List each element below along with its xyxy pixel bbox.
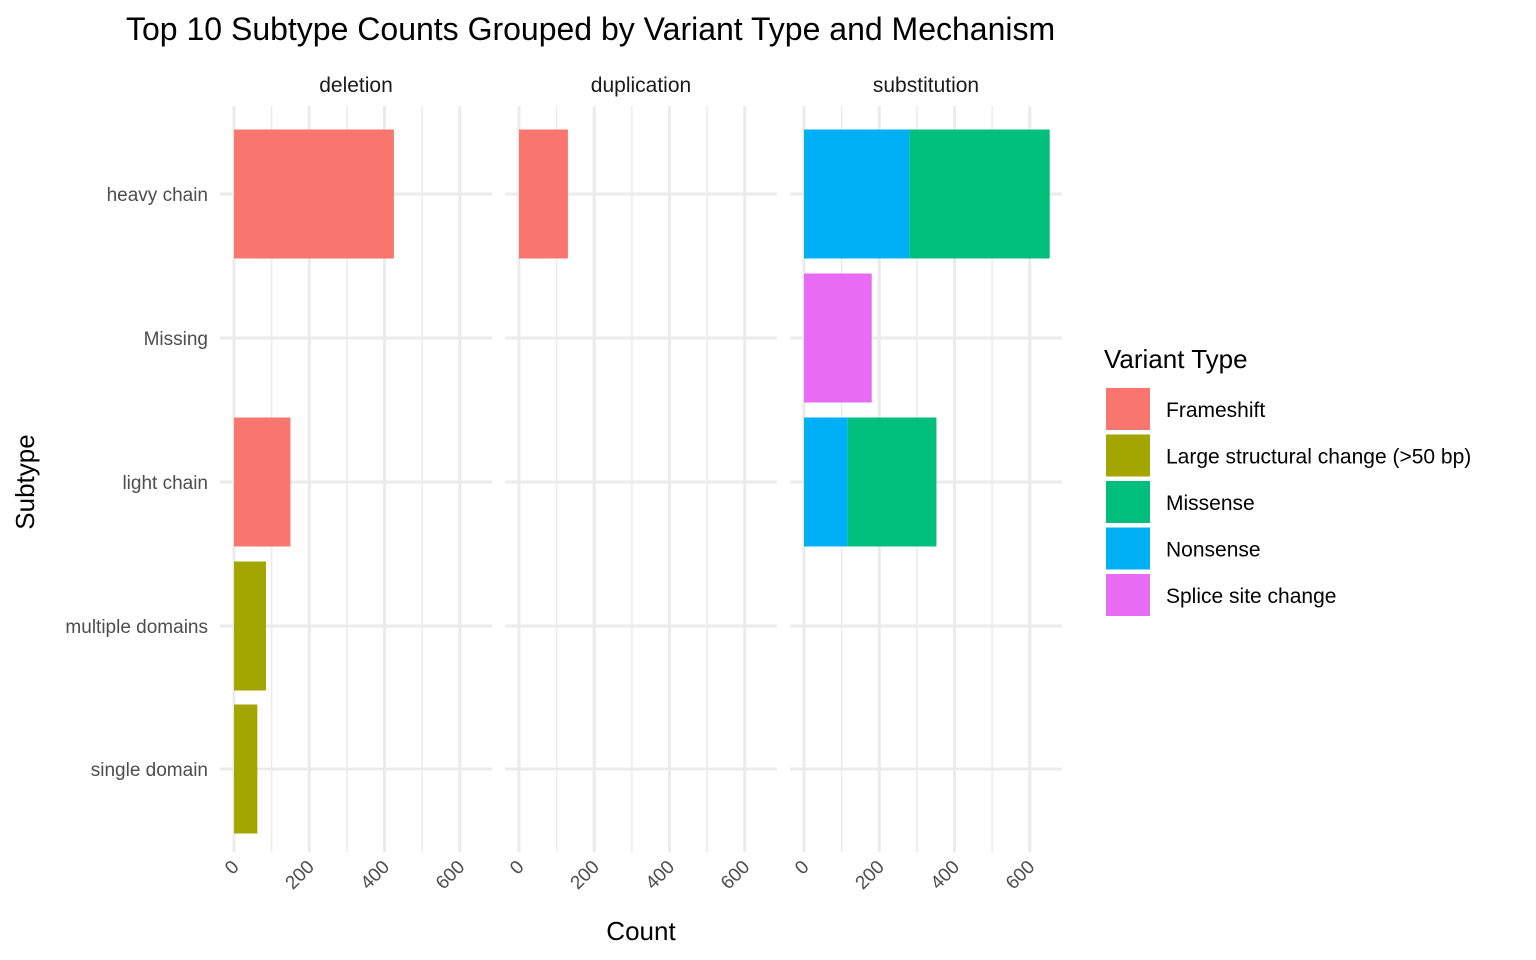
facet-strip-label: duplication [591,74,691,97]
y-tick-label: light chain [122,473,208,494]
bar-segment [909,129,1050,259]
y-tick-label: Missing [144,329,208,350]
y-tick-label: single domain [91,760,208,781]
legend-entry-label: Nonsense [1166,539,1261,562]
bar-segment [847,417,937,547]
bar-segment [804,273,872,403]
facet-strip-label: substitution [873,74,979,97]
legend-key-swatch [1106,388,1150,430]
chart-title: Top 10 Subtype Counts Grouped by Variant… [126,11,1055,47]
x-tick-label: 200 [567,857,604,894]
legend-key-swatch [1106,527,1150,570]
legend-entry-label: Large structural change (>50 bp) [1166,446,1471,469]
x-tick-label: 200 [282,857,319,894]
x-tick-label: 0 [221,857,243,879]
y-axis-title: Subtype [10,434,40,529]
bar-segment [519,129,568,259]
facet-strip-label: deletion [319,74,393,97]
facet-panel-deletion: deletion 0 200 400 600 [220,74,492,894]
bar-segment [234,417,291,547]
x-tick-label: 600 [1002,857,1039,894]
legend-key-swatch [1106,434,1150,477]
bar-segment [804,129,910,259]
x-tick-label: 400 [642,857,679,894]
x-tick-label: 0 [506,857,528,879]
legend-key-swatch [1106,574,1150,616]
y-tick-labels: heavy chain Missing light chain multiple do… [65,185,208,781]
legend-entry-label: Missense [1166,492,1255,515]
y-tick-label: heavy chain [107,185,208,206]
x-axis-title: Count [606,916,676,946]
legend-entry-label: Frameshift [1166,399,1265,422]
y-tick-label: multiple domains [65,617,208,638]
facet-panel-substitution: substitution 0 200 400 600 [790,74,1062,894]
legend-title: Variant Type [1104,344,1248,374]
legend-entry-label: Splice site change [1166,585,1336,608]
bar-segment [234,561,266,691]
x-tick-label: 400 [927,857,964,894]
legend-key-swatch [1106,481,1150,523]
x-tick-label: 400 [357,857,394,894]
x-tick-label: 600 [717,857,754,894]
bar-segment [804,417,848,547]
bar-segment [234,704,258,834]
bar-segment [234,129,394,259]
x-tick-label: 0 [791,857,813,879]
x-tick-label: 600 [432,857,469,894]
facet-panel-duplication: duplication 0 200 400 600 [505,74,777,894]
legend: Variant Type Frameshift Large structural … [1104,344,1471,616]
x-tick-label: 200 [852,857,889,894]
